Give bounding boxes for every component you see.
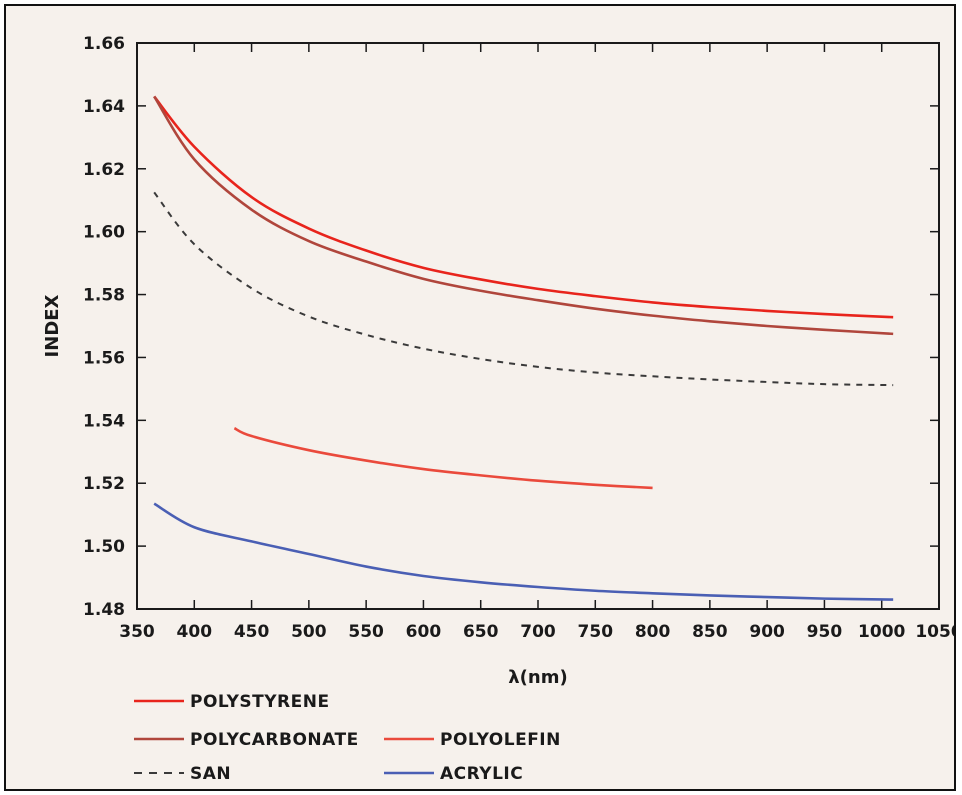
- y-tick-label: 1.48: [83, 600, 125, 620]
- y-tick-label: 1.62: [83, 160, 125, 180]
- legend: POLYSTYRENE POLYCARBONATE POLYOLEFIN SAN ACR…: [134, 692, 561, 784]
- x-tick-label: 400: [177, 622, 213, 642]
- y-tick-label: 1.58: [83, 286, 125, 306]
- y-tick-label: 1.50: [83, 537, 125, 557]
- x-tick-label: 1000: [858, 622, 905, 642]
- x-tick-label: 850: [692, 622, 728, 642]
- x-tick-label: 350: [119, 622, 155, 642]
- x-tick-label: 800: [635, 622, 671, 642]
- series-line-san: [153, 191, 894, 387]
- y-tick-label: 1.52: [83, 474, 125, 494]
- legend-label-polystyrene: POLYSTYRENE: [190, 692, 330, 712]
- x-tick-label: 600: [406, 622, 442, 642]
- axes: [136, 42, 940, 610]
- x-tick-label: 750: [578, 622, 614, 642]
- y-tick-label: 1.60: [83, 223, 125, 243]
- series-line-polystyrene: [153, 95, 894, 319]
- y-tick-label: 1.64: [83, 97, 125, 117]
- x-axis-title: λ(nm): [508, 667, 567, 688]
- x-tick-label: 550: [348, 622, 384, 642]
- y-tick-label: 1.66: [83, 34, 125, 54]
- x-tick-label: 500: [291, 622, 327, 642]
- series-line-acrylic: [153, 502, 894, 601]
- plot-border: [136, 42, 940, 610]
- legend-label-san: SAN: [190, 764, 231, 784]
- y-tick-label: 1.54: [83, 411, 125, 431]
- legend-label-polycarbonate: POLYCARBONATE: [190, 730, 359, 750]
- y-axis-title: INDEX: [42, 294, 63, 357]
- x-tick-label: 950: [807, 622, 843, 642]
- x-tick-label: 700: [520, 622, 556, 642]
- series-lines: [153, 95, 894, 601]
- y-tick-label: 1.56: [83, 348, 125, 368]
- x-tick-label: 450: [234, 622, 270, 642]
- x-tick-label: 1050: [915, 622, 954, 642]
- legend-label-polyolefin: POLYOLEFIN: [440, 730, 561, 750]
- ticks: 350 400 450 500 550 600 650 700 750 800 850 900 950 1…: [83, 34, 954, 642]
- x-tick-label: 900: [749, 622, 785, 642]
- series-line-polycarbonate: [153, 95, 894, 336]
- chart-frame: 350 400 450 500 550 600 650 700 750 800 850 900 950 1…: [4, 4, 956, 791]
- x-tick-label: 650: [463, 622, 499, 642]
- legend-label-acrylic: ACRYLIC: [440, 764, 523, 784]
- refractive-index-chart: 350 400 450 500 550 600 650 700 750 800 850 900 950 1…: [42, 34, 954, 784]
- series-line-polyolefin: [233, 427, 653, 490]
